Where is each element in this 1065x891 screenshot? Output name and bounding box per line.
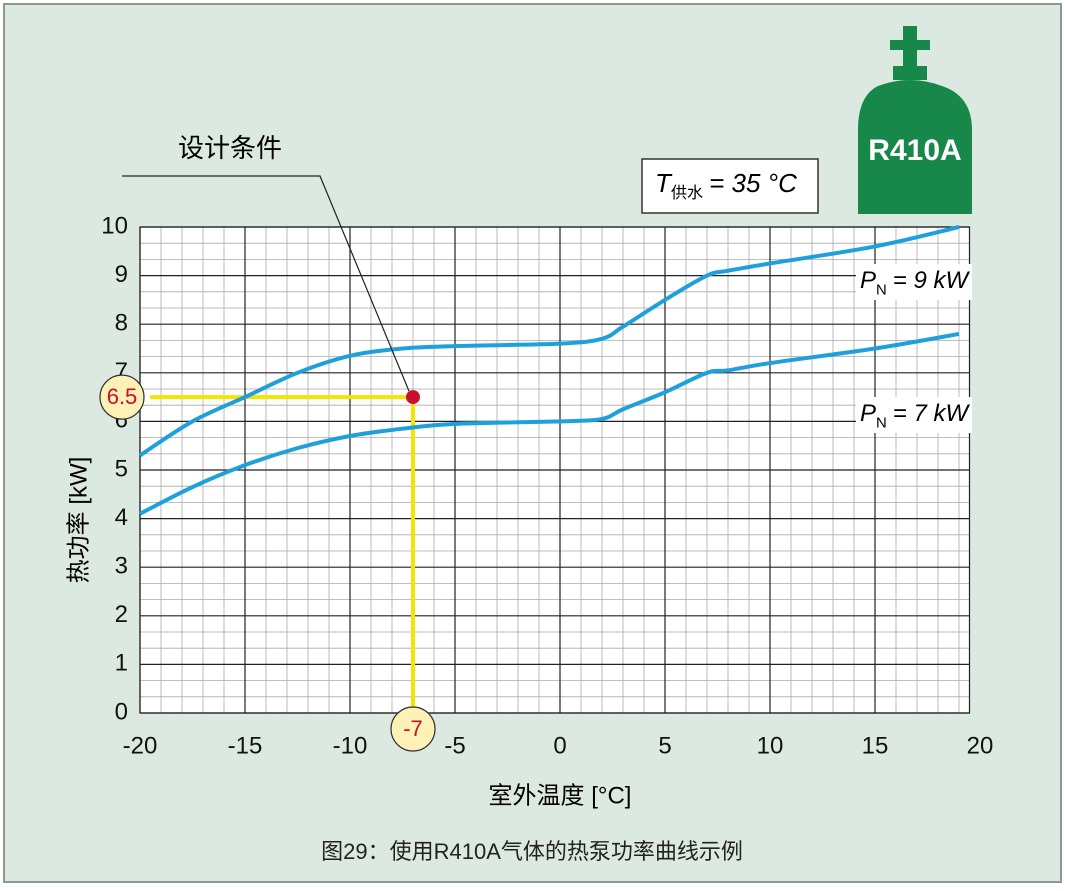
series-line — [138, 225, 960, 458]
cylinder: R410A — [858, 26, 972, 214]
x-tick-label: -10 — [333, 732, 368, 759]
series-label: PN = 9 kW — [860, 267, 970, 298]
x-tick-label: -15 — [228, 732, 263, 759]
y-axis-label: 热功率 [kW] — [65, 457, 92, 584]
caption: 图29：使用R410A气体的热泵功率曲线示例 — [321, 839, 743, 864]
label-main: T — [655, 168, 673, 198]
value-bubble — [390, 706, 436, 752]
x-tick-label: -5 — [444, 732, 465, 759]
y-tick-label: 1 — [115, 650, 128, 677]
y-tick-label: 0 — [115, 698, 128, 725]
series-line — [139, 331, 960, 516]
x-tick-label: 15 — [862, 732, 889, 759]
grid — [139, 226, 971, 714]
series-label: PN = 7 kW — [860, 400, 970, 431]
condition-box — [641, 158, 819, 214]
label-main: P — [860, 400, 876, 427]
annotation: 设计条件 — [178, 133, 282, 163]
y-tick-label: 3 — [115, 553, 128, 580]
x-tick-label: 10 — [757, 732, 784, 759]
x-axis-label: 室外温度 [°C] — [489, 782, 632, 809]
label-rest: = 9 kW — [893, 267, 971, 294]
label-main: P — [860, 267, 876, 294]
y-value-label: 6.5 — [107, 384, 138, 409]
y-tick-label: 2 — [115, 601, 128, 628]
label-sub: N — [876, 415, 887, 431]
y-tick-label: 10 — [101, 212, 128, 239]
condition-label: T供水 = 35 °C — [655, 168, 797, 202]
x-value-label: -7 — [403, 716, 423, 741]
leader-line — [122, 175, 410, 392]
label-sub: 供水 — [671, 184, 703, 202]
x-tick-label: 20 — [967, 732, 994, 759]
label-rest: = 35 °C — [709, 168, 797, 198]
x-tick-label: -20 — [123, 732, 158, 759]
x-tick-label: 5 — [658, 732, 671, 759]
badge: R410A — [868, 134, 961, 167]
value-bubble — [99, 374, 145, 420]
y-tick-label: 5 — [115, 455, 128, 482]
label-bg — [856, 397, 972, 433]
label-bg — [856, 264, 972, 300]
y-tick-label: 8 — [115, 310, 128, 337]
design-point — [406, 390, 420, 405]
label-rest: = 7 kW — [893, 400, 971, 427]
plot-border — [139, 226, 971, 714]
x-tick-label: 0 — [553, 732, 566, 759]
label-sub: N — [876, 282, 887, 298]
y-tick-label: 9 — [115, 261, 128, 288]
y-tick-label: 4 — [115, 504, 128, 531]
